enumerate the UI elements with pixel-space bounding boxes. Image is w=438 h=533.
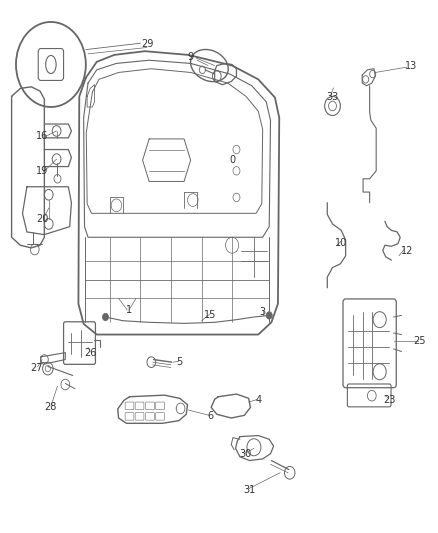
Text: 29: 29 xyxy=(141,39,153,49)
Text: 15: 15 xyxy=(204,310,216,320)
Text: 13: 13 xyxy=(405,61,417,70)
Text: 31: 31 xyxy=(244,485,256,495)
Circle shape xyxy=(266,312,272,319)
Text: 26: 26 xyxy=(84,348,96,358)
Text: 23: 23 xyxy=(383,395,396,406)
Circle shape xyxy=(102,313,109,321)
Text: 10: 10 xyxy=(335,238,347,247)
Text: 3: 3 xyxy=(260,306,266,317)
Text: 0: 0 xyxy=(229,155,235,165)
Text: 9: 9 xyxy=(187,52,194,61)
Text: 6: 6 xyxy=(207,411,213,422)
Text: 25: 25 xyxy=(413,336,426,346)
Text: 5: 5 xyxy=(177,357,183,367)
Text: 20: 20 xyxy=(36,214,48,224)
Text: 28: 28 xyxy=(45,402,57,413)
Text: 27: 27 xyxy=(30,362,43,373)
Text: 12: 12 xyxy=(401,246,413,255)
Text: 33: 33 xyxy=(326,92,339,102)
Text: 19: 19 xyxy=(36,166,48,176)
Text: 1: 1 xyxy=(127,305,133,315)
Text: 4: 4 xyxy=(255,395,261,406)
Text: 16: 16 xyxy=(36,131,48,141)
Text: 30: 30 xyxy=(239,449,251,458)
